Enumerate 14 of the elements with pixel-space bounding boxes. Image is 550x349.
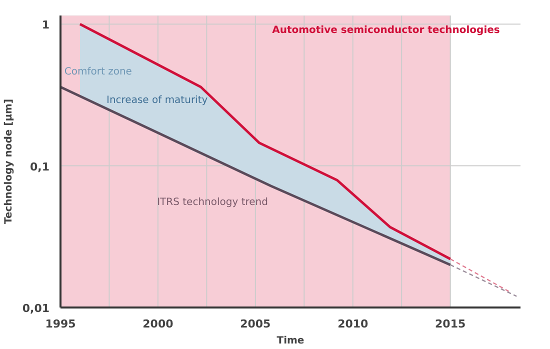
y-tick-label: 0,1 bbox=[30, 160, 50, 174]
x-tick-label: 2010 bbox=[338, 318, 369, 330]
annotation: Automotive semiconductor technologies bbox=[272, 24, 500, 36]
annotation: Comfort zone bbox=[64, 66, 132, 78]
y-tick-label: 1 bbox=[42, 18, 50, 32]
annotation: ITRS technology trend bbox=[157, 197, 268, 208]
x-tick-label: 1995 bbox=[45, 318, 76, 330]
x-tick-label: 2015 bbox=[435, 318, 466, 330]
x-tick-label: 2000 bbox=[142, 318, 174, 330]
annotation: Increase of maturity bbox=[106, 95, 208, 106]
y-tick-label: 0,01 bbox=[22, 302, 50, 315]
x-tick-label: 2005 bbox=[240, 318, 271, 330]
x-axis-title: Time bbox=[276, 336, 304, 346]
y-axis-title: Technology node [µm] bbox=[3, 98, 14, 224]
